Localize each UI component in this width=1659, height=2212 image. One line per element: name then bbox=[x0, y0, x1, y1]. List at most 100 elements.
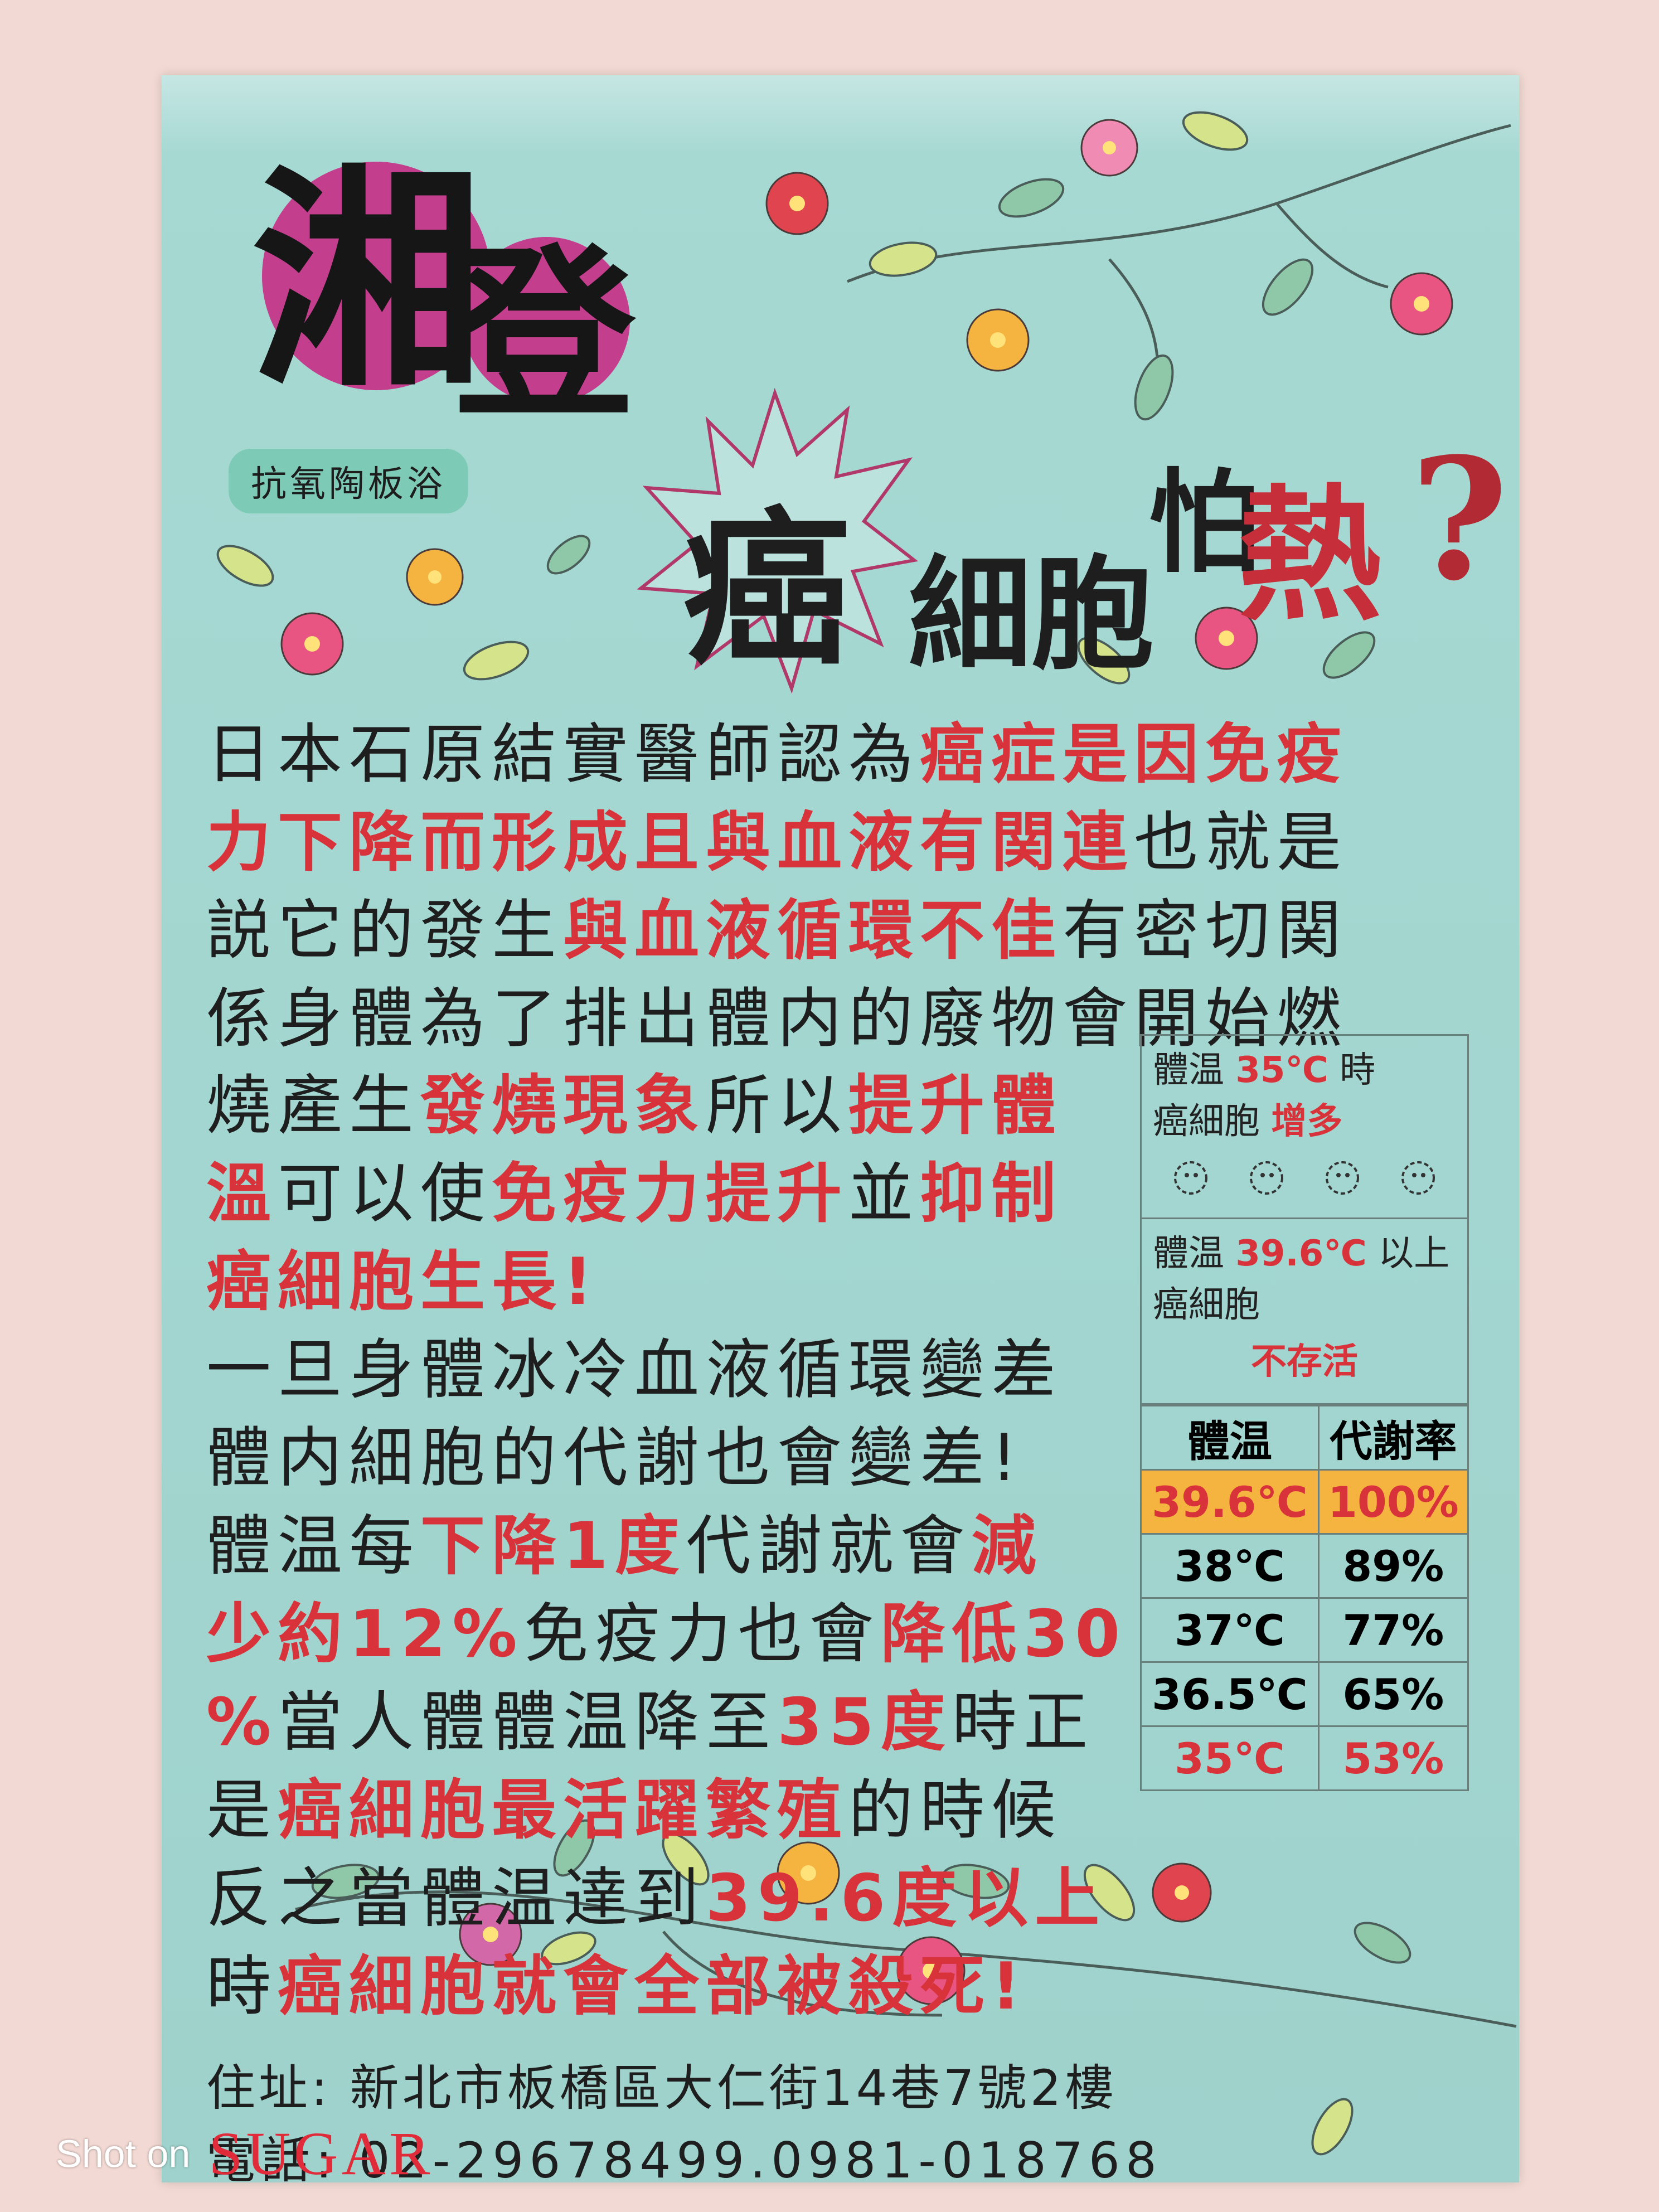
body-text: 免疫力也會 bbox=[523, 1597, 881, 1672]
body-text: 燒產生 bbox=[206, 1068, 420, 1143]
text-line: 一旦身體冰冷血液循環變差 bbox=[206, 1326, 1154, 1414]
highlight-text: 少約12% bbox=[206, 1597, 524, 1672]
highlight-text: 減 bbox=[971, 1508, 1043, 1584]
panel-value: 39.6℃ bbox=[1235, 1233, 1367, 1274]
text-line: 是癌細胞最活躍繁殖的時候 bbox=[206, 1767, 1154, 1855]
body-text: 所以 bbox=[706, 1068, 848, 1143]
temperature-cell: 35℃ bbox=[1140, 1725, 1320, 1791]
panel-line: 體温 35℃ 時 bbox=[1153, 1041, 1456, 1093]
temperature-panel: 體温 35℃ 時 癌細胞 增多 體温 39.6℃ 以上 癌細胞 bbox=[1140, 1034, 1469, 1791]
body-text: 日本石原結實醫師認為 bbox=[206, 717, 920, 792]
headline-cancer: 癌 bbox=[683, 491, 850, 687]
phone-label: 電話 bbox=[206, 2132, 316, 2182]
highlight-text: 39.6度以上 bbox=[706, 1861, 1107, 1936]
cancer-cell-icon bbox=[1174, 1161, 1207, 1195]
paragraph-1: 日本石原結實醫師認為癌症是因免疫 力下降而形成且與血液有関連也就是 説它的發生與血液… bbox=[206, 711, 1449, 1063]
panel-suffix: 時 bbox=[1340, 1050, 1376, 1091]
title-char-2: 登 bbox=[452, 226, 636, 443]
table-row: 37℃ 77% bbox=[1140, 1597, 1469, 1663]
text-line: 反之當體温達到39.6度以上 bbox=[206, 1855, 1154, 1943]
highlight-text: 癌細胞生長! bbox=[206, 1244, 599, 1320]
burst-shape bbox=[637, 387, 919, 694]
body-text: 説它的發生 bbox=[206, 893, 563, 968]
highlight-text: 免疫力提升 bbox=[492, 1156, 848, 1231]
highlight-text: 抑制 bbox=[920, 1156, 1063, 1231]
poster: 湘 登 抗氧陶板浴 癌 細胞 怕 熱 ? 日本石原結實醫師認為癌症是因免疫 力下降… bbox=[162, 75, 1519, 2182]
camera-watermark: Shot on SUGAR bbox=[56, 2118, 433, 2189]
metabolism-cell: 77% bbox=[1317, 1597, 1469, 1663]
title-circle bbox=[463, 237, 630, 404]
body-text: 代謝就會 bbox=[686, 1508, 972, 1584]
metabolism-table: 體温 代謝率 39.6℃ 100% 38℃ 89% 37℃ 77% 36.5℃ 65% 35℃ 5… bbox=[1140, 1405, 1469, 1791]
panel-value: 35℃ bbox=[1235, 1050, 1328, 1091]
text-line: 説它的發生與血液循環不佳有密切関 bbox=[206, 887, 1449, 975]
highlight-text: 與血液循環不佳 bbox=[563, 893, 1063, 968]
text-line: 少約12%免疫力也會降低30 bbox=[206, 1590, 1154, 1679]
metabolism-cell: 53% bbox=[1317, 1725, 1469, 1791]
temperature-cell: 39.6℃ bbox=[1140, 1469, 1320, 1535]
text-line: 力下降而形成且與血液有関連也就是 bbox=[206, 799, 1449, 887]
highlight-text: 癌細胞就會全部被殺死! bbox=[278, 1949, 1027, 2024]
highlight-text: 力下降而形成且與血液有関連 bbox=[206, 805, 1134, 880]
body-text: 並 bbox=[848, 1156, 920, 1231]
highlight-text: 發燒現象 bbox=[420, 1068, 706, 1143]
table-row: 39.6℃ 100% bbox=[1140, 1469, 1469, 1535]
body-text: 係身體為了排出體内的廢物會開始燃 bbox=[206, 981, 1348, 1056]
panel-line: 癌細胞 增多 bbox=[1153, 1093, 1456, 1144]
text-line: 體内細胞的代謝也會變差! bbox=[206, 1414, 1154, 1502]
subtitle-badge: 抗氧陶板浴 bbox=[229, 449, 468, 513]
highlight-text: 降低30 bbox=[880, 1597, 1127, 1672]
address-value: 新北市板橋區大仁街14巷7號2樓 bbox=[350, 2059, 1117, 2117]
highlight-text: 溫 bbox=[206, 1156, 278, 1231]
text-line: 癌細胞生長! bbox=[206, 1238, 1154, 1326]
phone-value: 02-29678499.0981-018768 bbox=[358, 2132, 1162, 2182]
body-text: 是 bbox=[206, 1773, 278, 1848]
highlight-text: 下降1度 bbox=[420, 1508, 686, 1584]
text-line: 日本石原結實醫師認為癌症是因免疫 bbox=[206, 711, 1449, 799]
panel-line: 不存活 bbox=[1153, 1327, 1456, 1398]
table-header: 體温 bbox=[1140, 1405, 1320, 1471]
phone: 電話: 02-29678499.0981-018768 bbox=[206, 2121, 1162, 2182]
table-header: 代謝率 bbox=[1317, 1405, 1469, 1471]
table-row: 35℃ 53% bbox=[1140, 1725, 1469, 1791]
panel-box-39-6: 體温 39.6℃ 以上 癌細胞 不存活 bbox=[1140, 1219, 1469, 1405]
metabolism-cell: 89% bbox=[1317, 1533, 1469, 1599]
paragraph-2: 燒產生發燒現象所以提升體 溫可以使免疫力提升並抑制 癌細胞生長! 一旦身體冰冷血液循環… bbox=[206, 1062, 1154, 2031]
table-row: 36.5℃ 65% bbox=[1140, 1661, 1469, 1727]
highlight-text: 癌症是因免疫 bbox=[920, 717, 1348, 792]
watermark-brand: SUGAR bbox=[208, 2119, 434, 2187]
cancer-cell-icon bbox=[1401, 1161, 1435, 1195]
title-circle bbox=[262, 162, 491, 390]
body-text: 體温每 bbox=[206, 1508, 420, 1584]
body-text: 時 bbox=[206, 1949, 278, 2024]
headline-cell: 細胞 bbox=[909, 542, 1154, 686]
panel-line: 癌細胞 bbox=[1153, 1276, 1456, 1327]
body-text: 當人體體温降至 bbox=[278, 1685, 778, 1760]
panel-box-35: 體温 35℃ 時 癌細胞 增多 bbox=[1140, 1034, 1469, 1219]
highlight-text: % bbox=[206, 1685, 278, 1760]
cell-drawings bbox=[1153, 1144, 1456, 1212]
text-line: 時癌細胞就會全部被殺死! bbox=[206, 1943, 1154, 2031]
body-text: 反之當體温達到 bbox=[206, 1861, 706, 1936]
body-text: 有密切関 bbox=[1063, 893, 1348, 968]
panel-label: 體温 bbox=[1153, 1233, 1224, 1274]
panel-value: 不存活 bbox=[1251, 1341, 1358, 1382]
temperature-cell: 36.5℃ bbox=[1140, 1661, 1320, 1727]
title-char-1: 湘 bbox=[251, 144, 485, 419]
body-text: 可以使 bbox=[278, 1156, 492, 1231]
temperature-cell: 38℃ bbox=[1140, 1533, 1320, 1599]
headline-fear: 怕 bbox=[1148, 457, 1260, 588]
highlight-text: 35度 bbox=[777, 1685, 952, 1760]
body-text: 體内細胞的代謝也會變差! bbox=[206, 1420, 1024, 1496]
panel-suffix: 以上 bbox=[1378, 1233, 1450, 1274]
panel-label: 癌細胞 bbox=[1153, 1101, 1260, 1142]
headline-heat: 熱 bbox=[1238, 470, 1382, 641]
text-line: 溫可以使免疫力提升並抑制 bbox=[206, 1150, 1154, 1238]
body-text: 時正 bbox=[952, 1685, 1095, 1760]
text-line: %當人體體温降至35度時正 bbox=[206, 1679, 1154, 1767]
panel-value: 增多 bbox=[1271, 1101, 1343, 1142]
address-label: 住址 bbox=[206, 2059, 312, 2117]
panel-label: 體温 bbox=[1153, 1050, 1224, 1091]
text-line: 體温每下降1度代謝就會減 bbox=[206, 1502, 1154, 1590]
body-text: 的時候 bbox=[848, 1773, 1063, 1848]
